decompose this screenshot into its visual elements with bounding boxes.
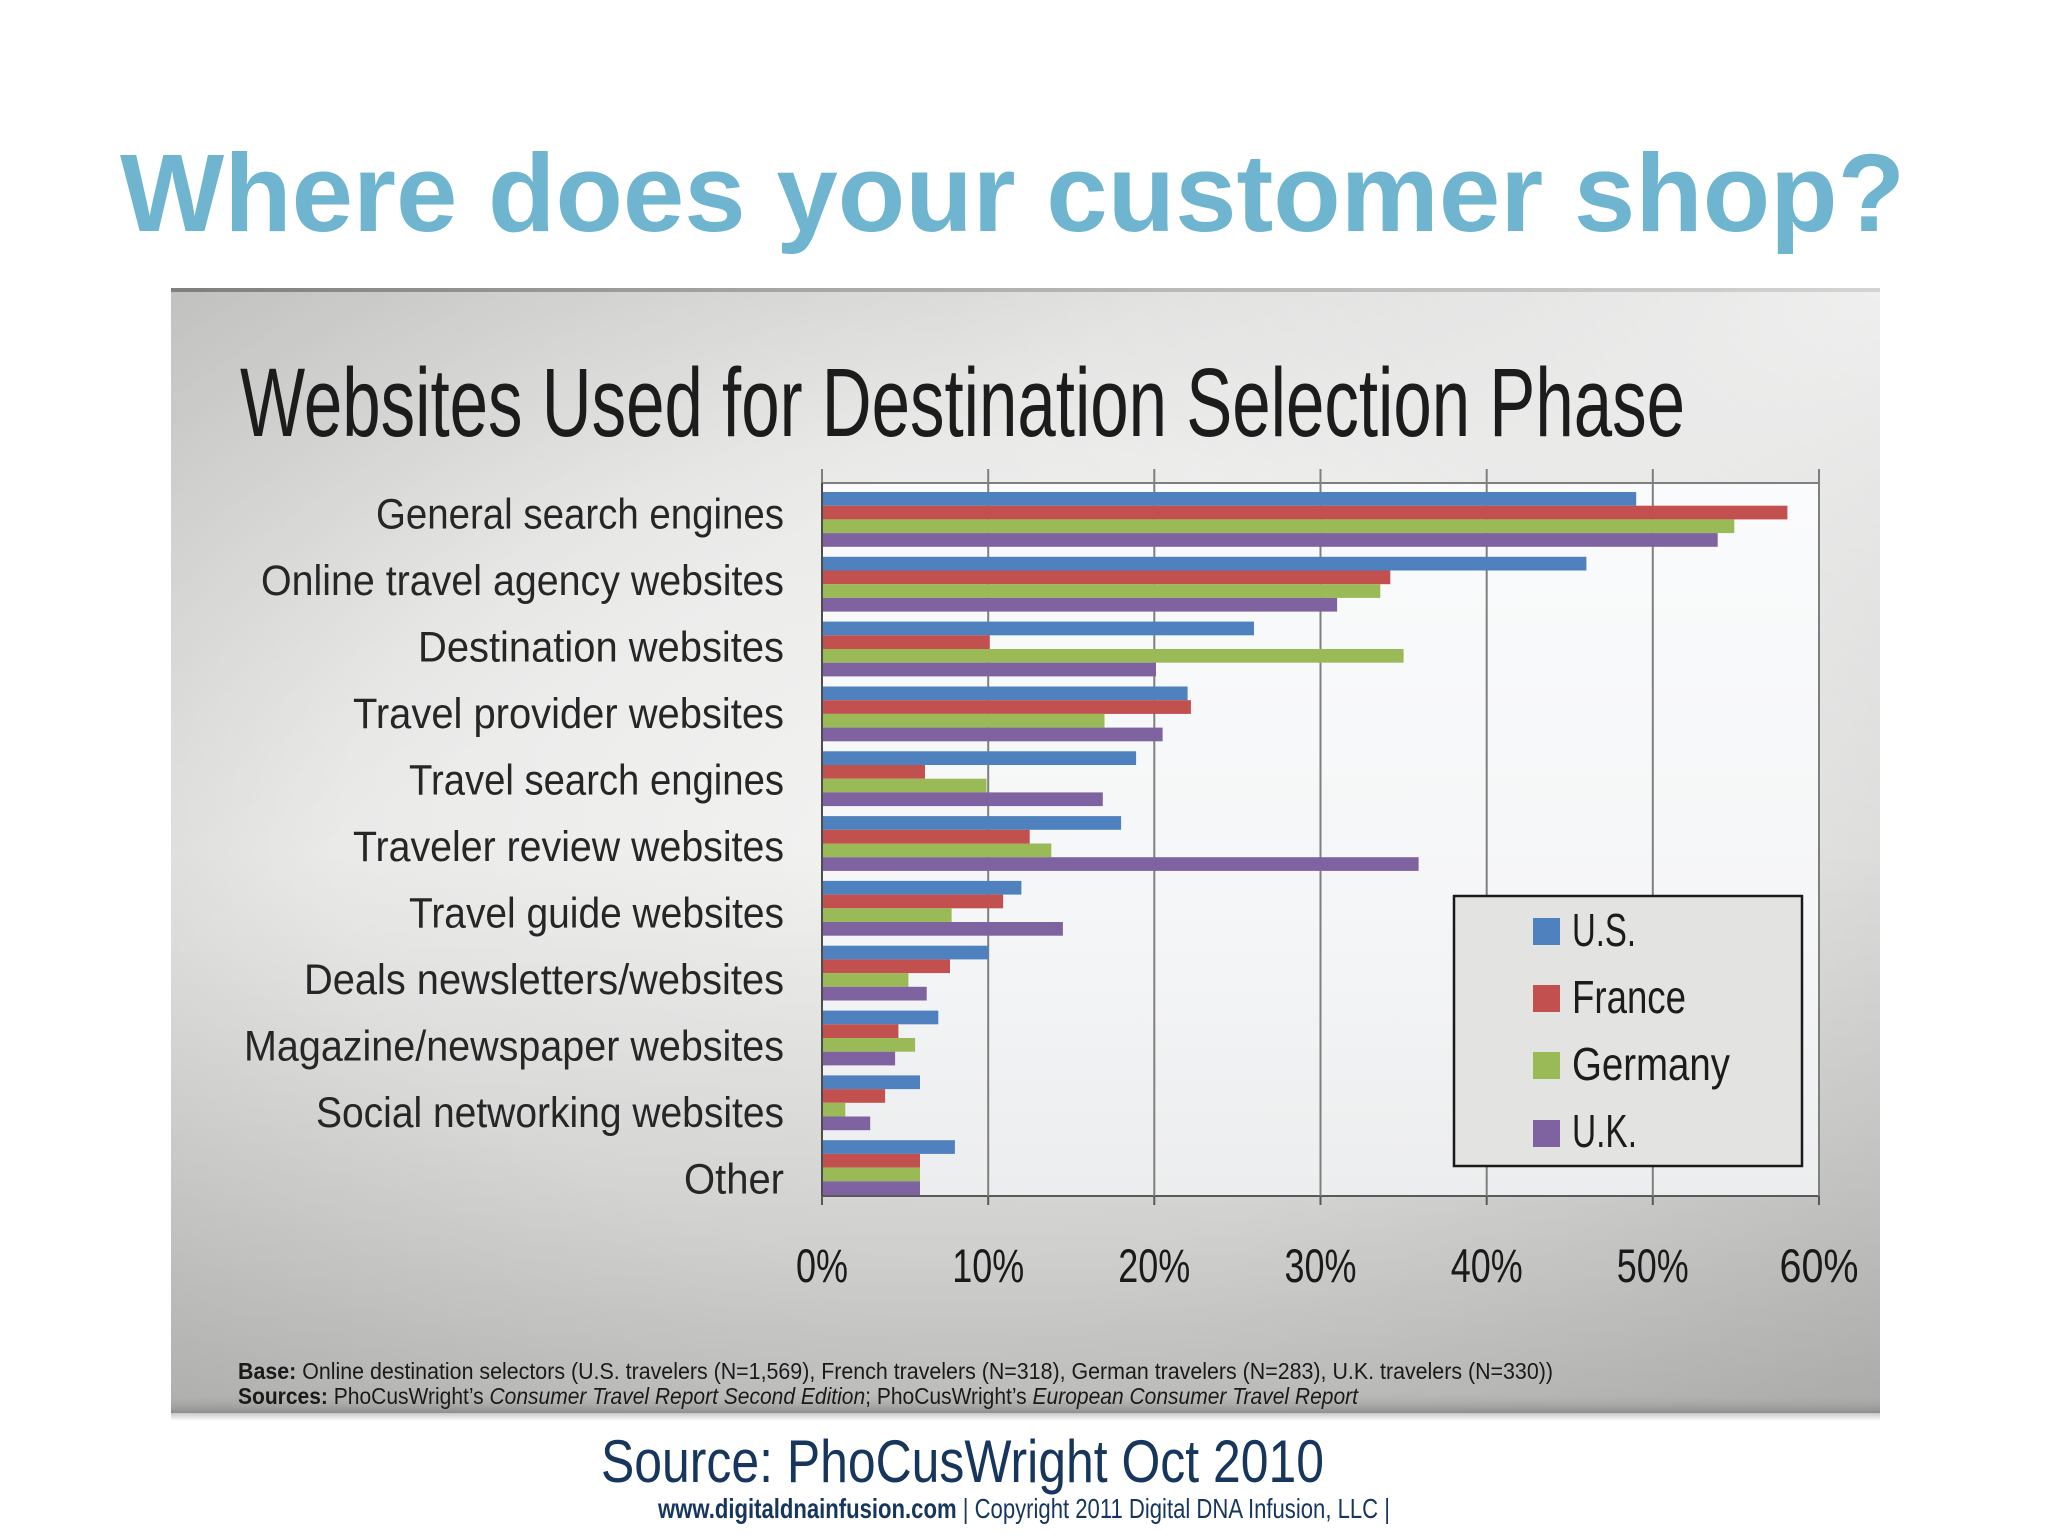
- svg-text:Source: PhoCusWright Oct 2010: Source: PhoCusWright Oct 2010: [601, 1428, 1324, 1495]
- svg-text:0%: 0%: [796, 1239, 848, 1292]
- svg-text:Germany: Germany: [1572, 1038, 1730, 1090]
- svg-text:Where does your customer shop?: Where does your customer shop?: [120, 132, 1905, 255]
- svg-text:10%: 10%: [952, 1239, 1024, 1292]
- svg-text:50%: 50%: [1617, 1239, 1689, 1292]
- svg-text:General search engines: General search engines: [376, 491, 784, 539]
- svg-text:40%: 40%: [1451, 1239, 1523, 1292]
- svg-text:Online travel agency websites: Online travel agency websites: [261, 557, 784, 605]
- svg-text:France: France: [1572, 971, 1686, 1023]
- svg-text:Deals newsletters/websites: Deals newsletters/websites: [304, 956, 784, 1004]
- svg-text:U.K.: U.K.: [1572, 1105, 1637, 1157]
- svg-text:20%: 20%: [1118, 1239, 1190, 1292]
- svg-text:30%: 30%: [1285, 1239, 1357, 1292]
- svg-text:Social networking websites: Social networking websites: [316, 1089, 784, 1137]
- svg-text:Destination websites: Destination websites: [418, 624, 784, 672]
- svg-text:Base: Online destination selec: Base: Online destination selectors (U.S.…: [238, 1358, 1553, 1384]
- svg-text:U.S.: U.S.: [1572, 904, 1636, 956]
- svg-text:Travel search engines: Travel search engines: [409, 757, 784, 805]
- svg-text:Websites Used for Destination: Websites Used for Destination Selection …: [240, 348, 1685, 457]
- svg-text:60%: 60%: [1780, 1239, 1859, 1292]
- svg-text:Traveler review websites: Traveler review websites: [353, 823, 784, 871]
- svg-text:Travel provider websites: Travel provider websites: [353, 690, 784, 738]
- svg-text:Sources: PhoCusWright’s Consum: Sources: PhoCusWright’s Consumer Travel …: [238, 1383, 1359, 1409]
- svg-text:Travel guide websites: Travel guide websites: [409, 890, 784, 938]
- svg-text:Other: Other: [684, 1156, 784, 1204]
- svg-text:Magazine/newspaper websites: Magazine/newspaper websites: [244, 1023, 784, 1071]
- svg-text:www.digitaldnainfusion.com | C: www.digitaldnainfusion.com | Copyright 2…: [657, 1493, 1390, 1524]
